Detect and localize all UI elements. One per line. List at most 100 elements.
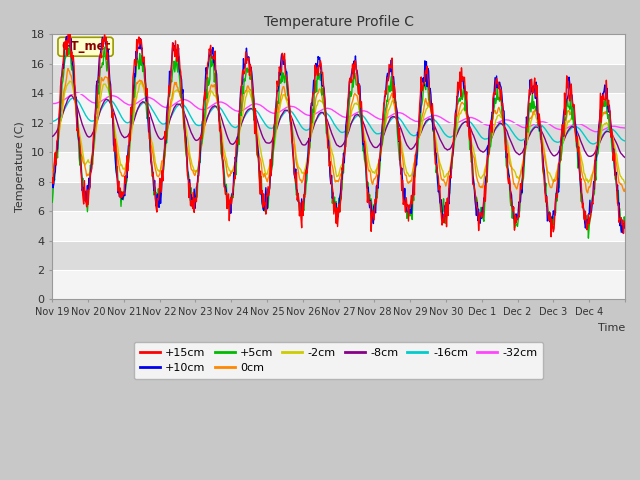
+15cm — [64, 32, 72, 37]
Bar — [52, 152, 625, 181]
-16cm — [49, 119, 56, 124]
+5cm — [116, 189, 124, 194]
-32cm — [116, 96, 124, 102]
Line: +10cm: +10cm — [52, 36, 625, 233]
+5cm — [272, 127, 280, 132]
-16cm — [590, 141, 598, 147]
Bar — [52, 211, 625, 240]
-8cm — [67, 93, 75, 98]
-8cm — [431, 123, 438, 129]
Bar — [52, 64, 625, 93]
+10cm — [221, 184, 229, 190]
-16cm — [116, 111, 124, 117]
Line: -32cm: -32cm — [52, 93, 625, 132]
0cm — [250, 111, 258, 117]
Line: 0cm: 0cm — [52, 69, 625, 193]
-8cm — [116, 129, 124, 135]
Line: -2cm: -2cm — [52, 81, 625, 183]
-2cm — [621, 180, 629, 186]
-16cm — [221, 113, 229, 119]
Bar — [52, 270, 625, 300]
-16cm — [621, 138, 629, 144]
-16cm — [272, 123, 280, 129]
-16cm — [250, 106, 258, 112]
0cm — [399, 154, 406, 160]
-8cm — [250, 108, 258, 114]
-32cm — [431, 112, 438, 118]
Bar — [52, 123, 625, 152]
Line: -16cm: -16cm — [52, 98, 625, 144]
+10cm — [431, 138, 438, 144]
Line: +15cm: +15cm — [52, 35, 625, 237]
+15cm — [116, 185, 124, 191]
-32cm — [250, 101, 258, 107]
Line: +5cm: +5cm — [52, 46, 625, 238]
0cm — [272, 128, 280, 134]
+15cm — [221, 192, 229, 197]
-8cm — [49, 133, 56, 139]
0cm — [621, 186, 629, 192]
+5cm — [49, 199, 56, 205]
0cm — [64, 66, 72, 72]
-2cm — [116, 159, 124, 165]
-32cm — [272, 110, 280, 116]
-16cm — [69, 95, 77, 101]
+10cm — [49, 177, 56, 183]
+15cm — [621, 218, 629, 224]
Text: GT_met: GT_met — [61, 40, 110, 53]
+15cm — [250, 98, 258, 104]
+15cm — [431, 147, 438, 153]
-2cm — [66, 78, 74, 84]
-2cm — [221, 154, 229, 160]
0cm — [221, 159, 229, 165]
-32cm — [621, 125, 629, 131]
+5cm — [431, 152, 438, 158]
+10cm — [272, 108, 280, 114]
+10cm — [619, 230, 627, 236]
+15cm — [399, 177, 406, 183]
-2cm — [272, 134, 280, 140]
+5cm — [63, 43, 70, 48]
+10cm — [399, 178, 406, 183]
Legend: +15cm, +10cm, +5cm, 0cm, -2cm, -8cm, -16cm, -32cm: +15cm, +10cm, +5cm, 0cm, -2cm, -8cm, -16… — [134, 342, 543, 379]
-32cm — [592, 129, 600, 134]
-2cm — [399, 149, 406, 155]
Line: -8cm: -8cm — [52, 96, 625, 157]
-8cm — [621, 155, 629, 160]
+5cm — [621, 221, 629, 227]
Bar — [52, 35, 625, 64]
+15cm — [272, 106, 280, 111]
-32cm — [221, 101, 229, 107]
+5cm — [399, 184, 406, 190]
-2cm — [49, 167, 56, 173]
-16cm — [431, 117, 438, 123]
-2cm — [431, 130, 438, 136]
0cm — [49, 168, 56, 174]
+10cm — [250, 98, 258, 104]
-2cm — [250, 108, 258, 114]
+5cm — [250, 118, 258, 123]
+15cm — [49, 175, 56, 181]
-32cm — [49, 101, 56, 107]
Bar — [52, 181, 625, 211]
Bar — [52, 240, 625, 270]
+15cm — [547, 234, 555, 240]
+5cm — [221, 192, 229, 197]
X-axis label: Time: Time — [598, 323, 625, 333]
0cm — [584, 190, 591, 196]
-8cm — [399, 130, 406, 136]
+10cm — [64, 33, 72, 39]
+10cm — [116, 194, 124, 200]
-8cm — [272, 129, 280, 135]
-32cm — [73, 90, 81, 96]
Y-axis label: Temperature (C): Temperature (C) — [15, 121, 25, 212]
-16cm — [399, 120, 406, 125]
Bar — [52, 93, 625, 123]
-32cm — [399, 110, 406, 116]
-8cm — [221, 129, 229, 134]
0cm — [431, 133, 438, 139]
0cm — [116, 169, 124, 175]
+10cm — [621, 225, 629, 231]
+5cm — [584, 235, 592, 241]
Title: Temperature Profile C: Temperature Profile C — [264, 15, 413, 29]
